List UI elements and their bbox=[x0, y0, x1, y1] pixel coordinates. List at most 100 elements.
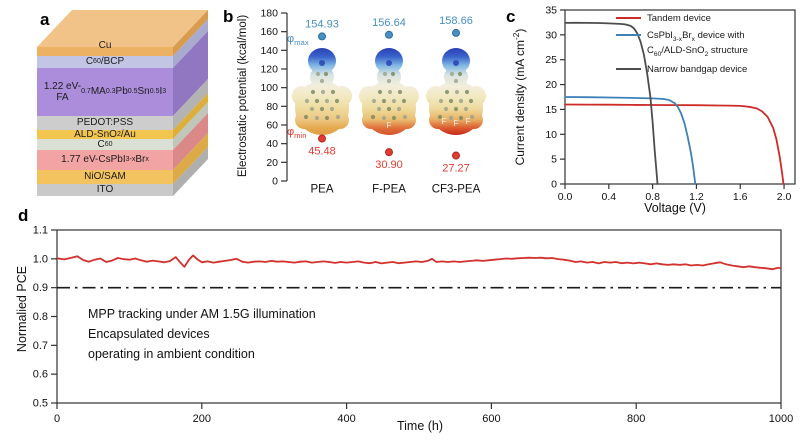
layer-label-PEDOT:PSS: PEDOT:PSS bbox=[76, 117, 134, 129]
legend-label: Narrow bandgap device bbox=[647, 63, 748, 75]
y-tick-label: 140 bbox=[260, 45, 278, 57]
phi_max-value: 154.93 bbox=[305, 18, 339, 30]
layer-label-NiO/SAM: NiO/SAM bbox=[84, 171, 126, 183]
annotation-line: MPP tracking under AM 1.5G illumination bbox=[88, 307, 316, 321]
jv-curve-cspbi3-xbrx-device-with-c60-ald-sno2-structure bbox=[564, 96, 697, 185]
panel-b-esp-chart: b Electrostatic potential (kcal/mol) 0 20… bbox=[215, 0, 505, 210]
jv-curve-narrow-bandgap-device bbox=[564, 21, 659, 185]
legend-entry: Narrow bandgap device bbox=[616, 63, 798, 77]
y-tick-label: 0.8 bbox=[33, 311, 48, 323]
annotation-line: operating in ambient condition bbox=[88, 347, 255, 361]
stability-annotation: MPP tracking under AM 1.5G illumination E… bbox=[88, 304, 316, 364]
phi_max-point bbox=[385, 30, 393, 39]
x-tick-label: 0 bbox=[54, 413, 60, 425]
x-tick-label: 400 bbox=[337, 413, 355, 425]
y-tick-label: 160 bbox=[260, 26, 278, 38]
panel-letter-c: c bbox=[506, 7, 516, 26]
category-label-PEA: PEA bbox=[310, 184, 333, 196]
x-tick-label: 2.0 bbox=[777, 191, 792, 203]
layer-front-C60 bbox=[37, 139, 173, 150]
x-tick-label: 200 bbox=[193, 413, 211, 425]
y-tick-label: 60 bbox=[266, 120, 278, 132]
stability-plot: 0.5 0.6 0.7 0.8 0.9 1.0 1.1 0 200 400 600 800 1000 bbox=[33, 225, 794, 426]
layer-label-ALD-SnO2/Au: ALD-SnO 2/Au bbox=[74, 128, 136, 140]
jv-legend: Tandem device CsPbI3-xBrx device with C60/… bbox=[616, 12, 798, 80]
phi_max-point bbox=[318, 32, 326, 41]
category-label-F-PEA: F-PEA bbox=[372, 184, 406, 196]
panel-d-x-axis-label: Time (h) bbox=[396, 419, 444, 433]
y-tick-label: 180 bbox=[260, 8, 278, 20]
layer-front-1.22eV-narrow-gap-perovskite bbox=[37, 68, 173, 116]
x-tick-label: 0.4 bbox=[602, 191, 617, 203]
panel-letter-d: d bbox=[18, 206, 29, 225]
x-tick-label: 1000 bbox=[769, 413, 793, 425]
y-tick-label: 0 bbox=[551, 179, 557, 191]
x-tick-label: 0.0 bbox=[558, 191, 573, 203]
y-tick-label: 1.0 bbox=[33, 253, 48, 265]
phi-min-label: φmin bbox=[287, 126, 307, 141]
y-tick-label: 35 bbox=[545, 5, 557, 17]
fluorine-label: F bbox=[453, 118, 458, 128]
layer-label-C60/BCP: C 60/BCP bbox=[85, 56, 125, 68]
y-tick-label: 15 bbox=[545, 104, 557, 116]
y-tick-label: 0.7 bbox=[33, 340, 48, 352]
y-tick-label: 10 bbox=[545, 129, 557, 141]
y-tick-label: 5 bbox=[551, 154, 557, 166]
y-tick-label: 100 bbox=[260, 82, 278, 94]
layer-label-1.22eV-narrow-gap-perovskite: 1.22 eV- FA 0.7 MA 0.3 Pb 0.5 Sn 0.5 I 3 bbox=[43, 80, 167, 103]
y-tick-label: 120 bbox=[260, 64, 278, 76]
legend-label: CsPbI3-xBrx device with C60/ALD-SnO2 stru… bbox=[647, 29, 748, 59]
phi_max-value: 156.64 bbox=[372, 17, 406, 29]
y-tick-label: 0.6 bbox=[33, 369, 48, 381]
layer-label-Cu: Cu bbox=[98, 39, 112, 51]
fluorine-label: F bbox=[386, 120, 391, 130]
fluorine-label: F bbox=[465, 116, 470, 126]
phi_min-value: 30.90 bbox=[375, 159, 403, 171]
panel-c-jv-chart: c Current density (mA cm-2) 0 5 10 15 20 25 30… bbox=[500, 0, 800, 225]
x-tick-label: 800 bbox=[627, 413, 645, 425]
y-tick-label: 40 bbox=[266, 138, 278, 150]
y-tick-label: 20 bbox=[545, 79, 557, 91]
y-tick-label: 0.9 bbox=[33, 282, 48, 294]
panel-c-x-axis-label: Voltage (V) bbox=[644, 201, 706, 215]
phi_min-point bbox=[452, 151, 460, 160]
x-tick-label: 600 bbox=[482, 413, 500, 425]
phi_min-point bbox=[385, 148, 393, 157]
device-stack-3d: Cu C 60/BCP 1.22 eV- FA 0.7 MA 0.3 Pb 0.5 Sn 0.5 I 3 P… bbox=[10, 5, 220, 205]
phi_min-value: 27.27 bbox=[442, 163, 470, 175]
y-tick-label: 1.1 bbox=[33, 225, 48, 237]
legend-label: Tandem device bbox=[647, 13, 711, 24]
phi_max-value: 158.66 bbox=[439, 15, 473, 27]
category-label-CF3-PEA: CF3-PEA bbox=[432, 184, 481, 196]
panel-d-stability-chart: d Normalied PCE 0.5 0.6 0.7 0.8 0.9 1.0 1.1 0 20… bbox=[0, 200, 800, 448]
esp-molecule-F-PEA: F bbox=[359, 48, 419, 135]
x-tick-label: 0.8 bbox=[645, 191, 660, 203]
legend-swatch bbox=[616, 33, 641, 36]
layer-front-PEDOT:PSS bbox=[37, 116, 173, 130]
panel-letter-a: a bbox=[40, 10, 50, 29]
y-tick-label: 0 bbox=[272, 176, 278, 188]
y-tick-label: 20 bbox=[266, 157, 278, 169]
panel-letter-b: b bbox=[223, 7, 234, 26]
layer-front-ITO bbox=[37, 184, 173, 196]
legend-swatch bbox=[616, 67, 641, 70]
pce-stability-curve bbox=[56, 254, 782, 271]
layer-label-1.77eV-CsPbI3-xBrx: 1.77 eV-CsPbI 3-x Br x bbox=[61, 154, 149, 166]
layer-front-C60/BCP bbox=[37, 56, 173, 68]
phi_min-point bbox=[318, 134, 326, 143]
legend-swatch bbox=[616, 17, 641, 19]
y-tick-label: 25 bbox=[545, 54, 557, 66]
y-tick-label: 30 bbox=[545, 29, 557, 41]
annotation-line: Encapsulated devices bbox=[88, 327, 210, 341]
x-tick-label: 1.6 bbox=[733, 191, 748, 203]
layer-front-ALD-SnO2/Au bbox=[37, 130, 173, 139]
esp-plot: 0 20 40 60 80 100 120 140 160 180 PEA F F-PEA F F F CF3-… bbox=[260, 8, 486, 196]
phi_max-point bbox=[452, 28, 460, 37]
jv-curve-tandem-device bbox=[564, 103, 785, 185]
layer-front-Cu bbox=[37, 47, 173, 56]
jv-plot: 0 5 10 15 20 25 30 35 0.0 0.4 0.8 1.2 1.6 2.0 bbox=[545, 5, 796, 203]
layer-front-NiO/SAM bbox=[37, 170, 173, 184]
y-tick-label: 80 bbox=[266, 101, 278, 113]
